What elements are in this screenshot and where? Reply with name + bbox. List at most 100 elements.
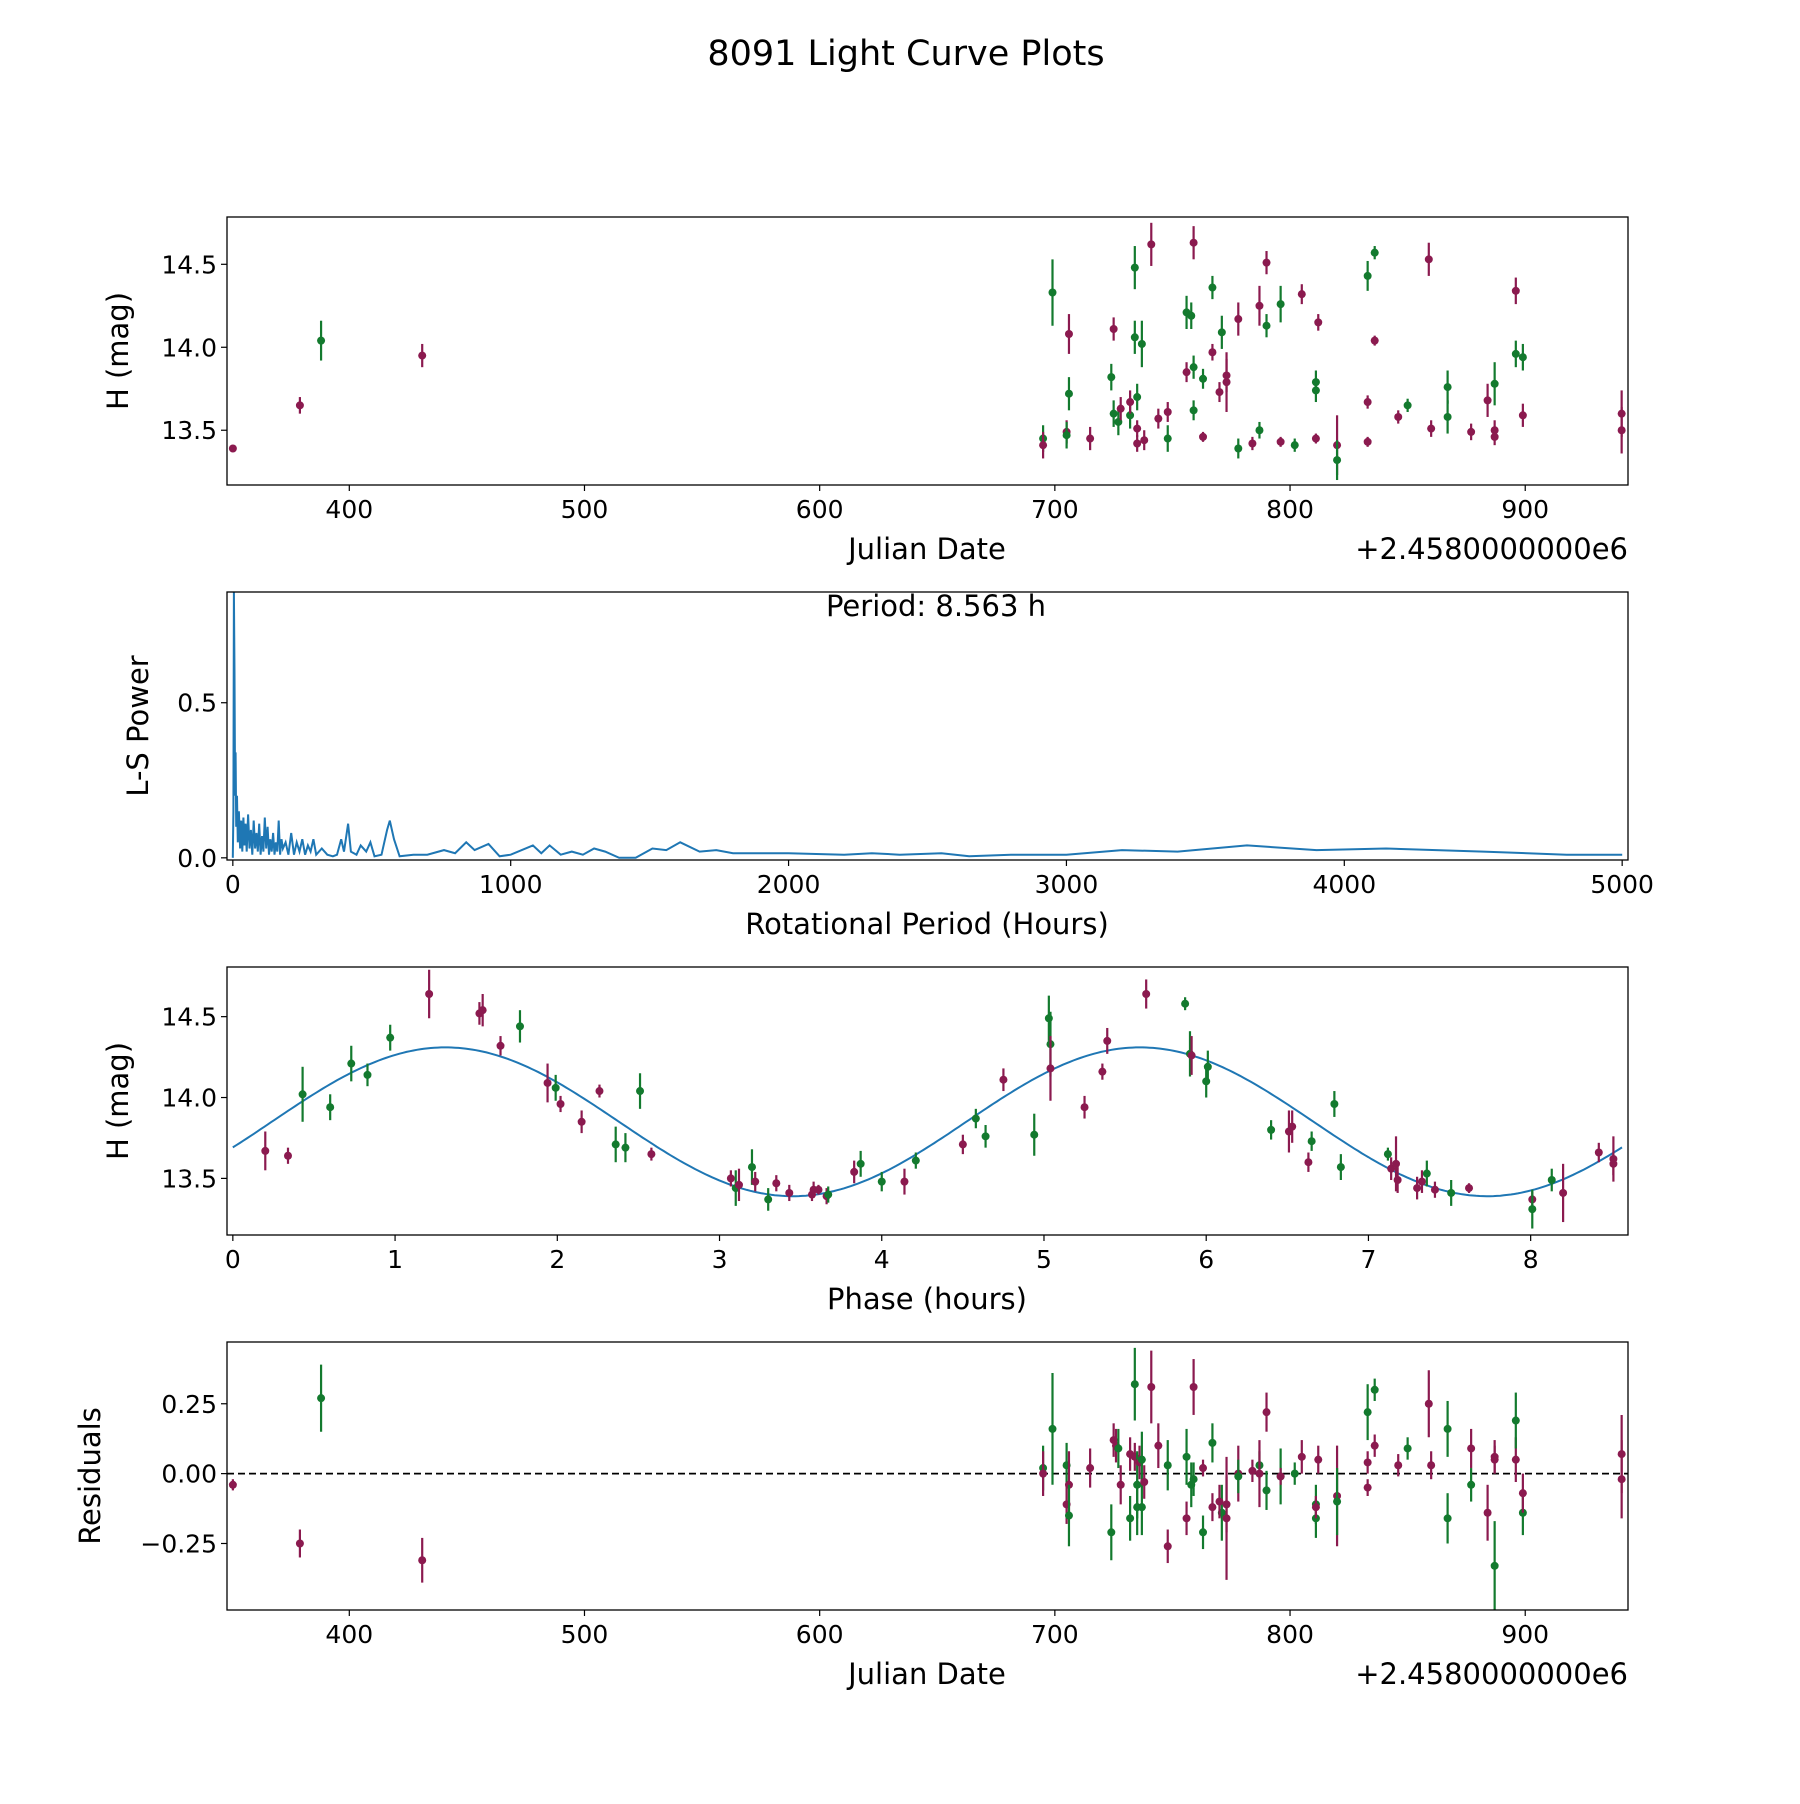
data-marker	[295, 1539, 304, 1548]
data-point	[1443, 1400, 1452, 1457]
data-point	[1304, 1152, 1313, 1172]
data-marker	[1039, 441, 1048, 450]
period-annotation: Period: 8.563 h	[826, 589, 1046, 623]
data-point	[900, 1168, 909, 1195]
data-marker	[1189, 363, 1198, 372]
data-point	[1443, 400, 1452, 434]
data-marker	[1163, 1542, 1172, 1551]
x-tick-label: 600	[796, 1620, 844, 1649]
data-point	[751, 1171, 760, 1192]
data-point	[1443, 370, 1452, 404]
data-point	[1447, 1180, 1456, 1206]
data-point	[1290, 438, 1299, 452]
data-marker	[971, 1114, 980, 1123]
data-point	[1064, 1484, 1073, 1547]
data-point	[1215, 382, 1224, 403]
data-marker	[1147, 1382, 1156, 1391]
data-marker	[1490, 379, 1499, 388]
data-point	[1262, 1392, 1271, 1432]
data-marker	[1422, 1169, 1431, 1178]
data-point	[1490, 362, 1499, 406]
data-marker	[1044, 1014, 1053, 1023]
data-marker	[1276, 437, 1285, 446]
data-point	[1222, 1456, 1231, 1580]
data-point	[1147, 222, 1156, 266]
figure-title: 8091 Light Curve Plots	[707, 34, 1104, 74]
data-point	[621, 1133, 630, 1163]
data-point	[1467, 423, 1476, 441]
data-point	[877, 1171, 886, 1192]
data-marker	[1370, 336, 1379, 345]
data-marker	[611, 1140, 620, 1149]
data-point	[317, 320, 326, 361]
y-axis-label: L-S Power	[121, 655, 155, 796]
data-point	[1262, 1470, 1271, 1510]
data-point	[1208, 275, 1217, 300]
data-point	[1314, 1445, 1323, 1474]
data-marker	[1262, 258, 1271, 267]
data-point	[971, 1108, 980, 1129]
data-point	[1511, 1392, 1520, 1449]
data-point	[1255, 285, 1264, 326]
data-point	[298, 1066, 307, 1122]
data-marker	[363, 1070, 372, 1079]
data-point	[1465, 1183, 1474, 1193]
data-point	[1048, 1373, 1057, 1485]
data-point	[1262, 314, 1271, 338]
data-marker	[1387, 1164, 1396, 1173]
data-marker	[261, 1146, 270, 1155]
data-marker	[1187, 1051, 1196, 1060]
data-marker	[1467, 427, 1476, 436]
data-marker	[1417, 1177, 1426, 1186]
data-marker	[1086, 1464, 1095, 1473]
data-marker	[1048, 1424, 1057, 1433]
data-point	[1133, 383, 1142, 411]
x-tick-label: 400	[325, 495, 373, 524]
data-point	[1314, 314, 1323, 331]
data-marker	[1394, 1461, 1403, 1470]
data-point	[1617, 1440, 1626, 1519]
y-axis-label: H (mag)	[101, 292, 135, 410]
data-marker	[1363, 398, 1372, 407]
data-marker	[1109, 409, 1118, 418]
data-marker	[1511, 1455, 1520, 1464]
data-marker	[326, 1103, 335, 1112]
data-point	[1140, 1465, 1149, 1499]
data-marker	[1048, 288, 1057, 297]
data-point	[850, 1160, 859, 1184]
data-marker	[1403, 401, 1412, 410]
data-marker	[1064, 329, 1073, 338]
data-point	[1154, 1423, 1163, 1469]
data-point	[1163, 425, 1172, 452]
data-marker	[1617, 426, 1626, 435]
data-marker	[1064, 389, 1073, 398]
data-point	[1333, 440, 1342, 481]
data-point	[1422, 1160, 1431, 1187]
x-axis-label: Rotational Period (Hours)	[745, 907, 1109, 941]
data-marker	[1182, 368, 1191, 377]
data-point	[1311, 1495, 1320, 1519]
data-marker	[751, 1177, 760, 1186]
data-marker	[1403, 1444, 1412, 1453]
y-tick-label: 13.5	[161, 416, 217, 445]
x-tick-label: 3	[712, 1245, 728, 1274]
data-marker	[726, 1174, 735, 1183]
residuals-panel: Julian Date +2.4580000000e6 Residuals 40…	[73, 1341, 1629, 1691]
plot-area	[231, 592, 1623, 859]
data-point	[1222, 352, 1231, 412]
data-marker	[1248, 439, 1257, 448]
data-point	[1116, 397, 1125, 421]
data-point	[1048, 259, 1057, 326]
data-marker	[911, 1156, 920, 1165]
data-marker	[1424, 255, 1433, 264]
axes-frame	[226, 216, 1629, 486]
data-point	[1609, 1136, 1618, 1182]
data-marker	[1222, 1514, 1231, 1523]
data-marker	[295, 401, 304, 410]
data-point	[577, 1110, 586, 1134]
periodogram-panel: Period: 8.563 h Rotational Period (Hours…	[121, 589, 1654, 941]
data-point	[1547, 1168, 1556, 1192]
data-marker	[1311, 434, 1320, 443]
data-point	[1199, 368, 1208, 389]
data-point	[295, 1529, 304, 1558]
